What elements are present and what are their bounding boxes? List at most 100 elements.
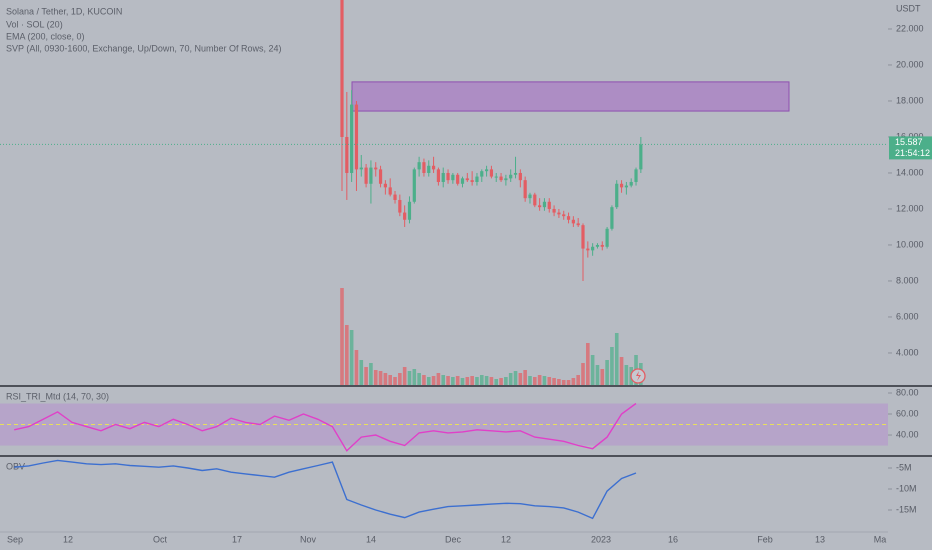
volume-bar [581,363,585,385]
legend-item: Vol · SOL (20) [6,19,63,29]
candle-body [581,225,585,249]
y-tick-label: 12.000 [896,203,924,213]
volume-bar [426,377,431,385]
candle-body [542,201,547,208]
volume-bar [349,330,354,385]
candle-body [456,174,460,184]
volume-bar [614,333,619,385]
x-tick-label: 14 [366,534,376,544]
candle-body [509,174,513,179]
candle-body [345,136,349,173]
candle-body [513,172,518,175]
candle-body [374,167,378,170]
y-tick-label: 80.00 [896,387,919,397]
y-tick-label: 40.00 [896,429,919,439]
legend-item: EMA (200, close, 0) [6,31,85,41]
candle-body [538,205,542,208]
volume-bar [523,370,527,385]
y-tick-label: 20.000 [896,59,924,69]
y-tick-label: -5M [896,462,912,472]
volume-bar [479,375,484,385]
volume-bar [475,377,479,385]
x-tick-label: Nov [300,534,317,544]
candle-body [586,248,590,251]
volume-bar [383,373,388,385]
candle-body [485,169,489,172]
volume-bar [499,378,503,385]
x-tick-label: Sep [7,534,23,544]
volume-bar [576,375,580,385]
candle-body [523,180,527,199]
price-pane [340,0,790,385]
candle-body [441,172,445,182]
y-tick-label: 10.000 [896,239,924,249]
y-tick-label: 22.000 [896,23,924,33]
candle-body [605,228,609,247]
candle-body [369,167,373,184]
volume-bar [345,325,349,385]
volume-bar [451,377,455,385]
candle-body [446,172,450,181]
y-tick-label: -15M [896,504,917,514]
volume-bar [422,375,426,385]
x-tick-label: 2023 [591,534,611,544]
candle-body [499,176,503,181]
volume-bar [436,373,441,385]
volume-bar [508,373,513,385]
candle-body [388,187,392,195]
candle-body [619,183,624,188]
volume-bar [533,377,537,385]
x-tick-label: Oct [153,534,168,544]
candle-body [431,165,436,170]
volume-bar [417,373,421,385]
candle-body [436,169,440,182]
volume-bar [484,376,489,385]
volume-bar [393,377,397,385]
candle-body [475,176,479,182]
candle-body [407,201,412,220]
candle-body [591,246,595,251]
legend-item: SVP (All, 0930-1600, Exchange, Up/Down, … [6,43,281,53]
volume-bar [571,378,576,385]
volume-bar [359,360,364,385]
volume-bar [605,360,609,385]
candle-body [639,144,643,170]
volume-bar [489,377,494,385]
candle-body [383,183,387,188]
candle-body [470,180,474,182]
candle-body [566,216,571,220]
candle-body [576,223,580,226]
candle-body [547,201,551,209]
volume-bar [373,370,378,385]
x-tick-label: 13 [815,534,825,544]
y-tick-label: 16.000 [896,131,924,141]
volume-bar [547,377,552,385]
volume-bar [398,373,402,385]
obv-legend: OBV [6,461,25,471]
volume-bar [600,369,605,385]
candle-body [465,178,469,181]
candle-body [403,212,407,220]
zone [351,81,790,112]
y-tick-label: 14.000 [896,167,924,177]
rsi-legend: RSI_TRI_Mtd (14, 70, 30) [6,391,109,401]
volume-bar [595,365,600,385]
candle-body [412,169,416,202]
candle-body [557,212,561,215]
candle-body [528,194,532,199]
candle-body [393,194,397,200]
volume-bar [537,375,542,385]
volume-bar [378,371,383,385]
candle-body [629,181,633,186]
volume-bar [542,376,547,385]
volume-bar [369,363,373,385]
candle-body [422,162,426,173]
volume-bar [460,378,465,385]
x-tick-label: 12 [63,534,73,544]
y-tick-label: 18.000 [896,95,924,105]
volume-bar [504,377,508,385]
volume-bar [557,379,561,385]
countdown: 21:54:12 [895,148,930,158]
candle-body [533,194,537,206]
volume-bar [407,371,412,385]
